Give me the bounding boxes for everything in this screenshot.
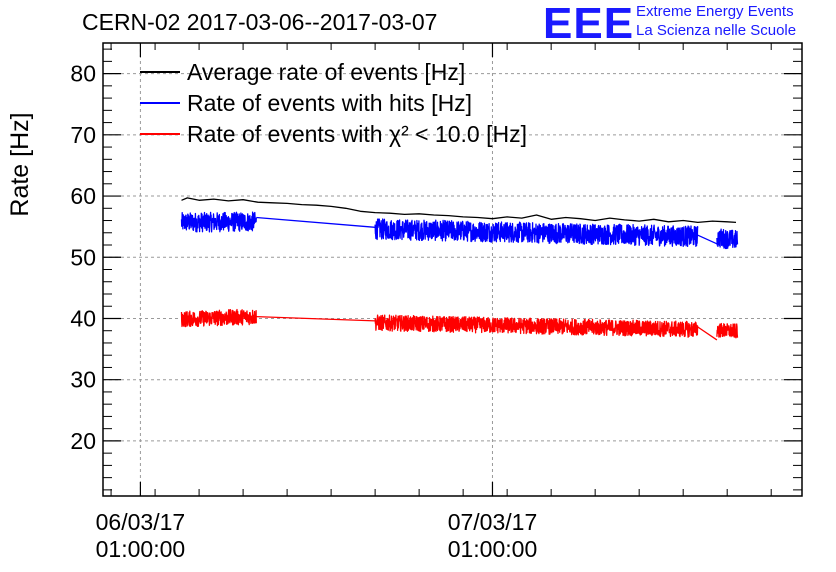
x-tick-label: 01:00:00 [96,536,186,562]
axes: 2030405060708006/03/1701:00:0007/03/1701… [6,42,803,562]
series-line [374,218,699,248]
x-tick-label: 01:00:00 [448,536,538,562]
series-line [180,308,257,328]
y-tick-label: 40 [70,305,96,331]
x-tick-label: 06/03/17 [96,509,186,535]
series-2 [180,308,739,341]
series-line [181,197,493,220]
series-line [697,234,718,245]
series-line [697,326,718,341]
series-line [716,322,739,339]
series-line [492,214,737,224]
y-tick-label: 30 [70,367,96,393]
logo-line-1: Extreme Energy Events [636,3,794,20]
legend: Average rate of events [Hz] Rate of event… [140,59,527,147]
y-tick-label: 20 [70,428,96,454]
series-line [180,211,257,233]
legend-label: Rate of events with χ² < 10.0 [Hz] [187,121,527,147]
legend-label: Rate of events with hits [Hz] [187,90,472,116]
grid-lines [103,43,802,496]
series-line [256,315,376,322]
series-layer [180,197,739,341]
series-0 [181,197,737,224]
y-tick-label: 50 [70,244,96,270]
series-1 [180,211,739,250]
eee-logo-mark: EEE [543,0,635,48]
y-axis-title: Rate [Hz] [6,112,34,216]
logo-line-2: La Scienza nelle Scuole [636,22,797,39]
y-tick-label: 70 [70,122,96,148]
y-tick-label: 80 [70,61,96,87]
chart-title: CERN-02 2017-03-06--2017-03-07 [82,9,438,35]
series-line [374,314,699,338]
legend-label: Average rate of events [Hz] [187,59,465,85]
series-line [256,216,376,228]
x-tick-label: 07/03/17 [448,509,538,535]
series-line [716,228,739,250]
y-tick-label: 60 [70,183,96,209]
